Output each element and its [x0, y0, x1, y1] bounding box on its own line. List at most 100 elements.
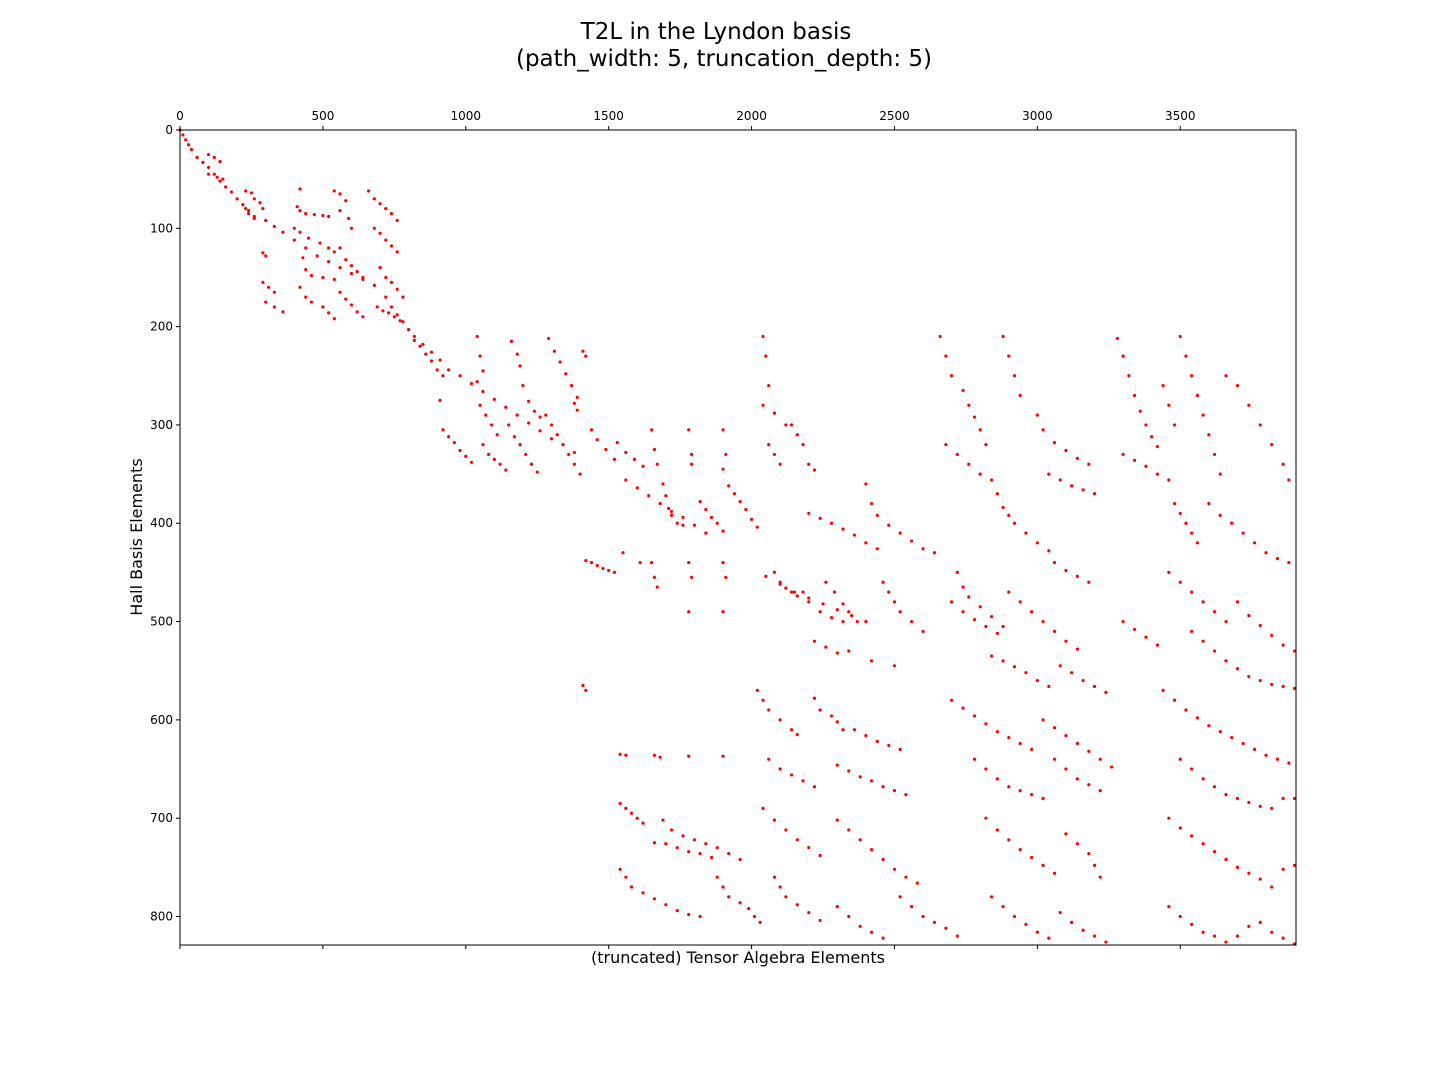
data-point [984, 442, 988, 447]
data-point [252, 197, 256, 201]
data-point [1275, 557, 1280, 561]
data-point [950, 600, 954, 604]
data-point [327, 311, 331, 315]
data-point [910, 539, 914, 543]
data-point [264, 218, 268, 223]
data-point [309, 273, 314, 278]
data-point [841, 619, 845, 624]
data-point [1047, 936, 1051, 940]
data-point [264, 300, 268, 304]
data-point [1258, 877, 1262, 881]
data-point [595, 563, 599, 568]
data-point [1121, 452, 1125, 457]
data-point [1207, 501, 1211, 506]
data-point [495, 433, 499, 437]
data-point [904, 875, 908, 879]
data-point [321, 213, 325, 218]
data-point [535, 470, 539, 474]
data-point [529, 462, 534, 466]
data-point [784, 895, 788, 899]
data-point [887, 590, 891, 594]
data-point [784, 423, 788, 427]
y-tick-label: 700 [150, 811, 173, 825]
data-point [246, 209, 251, 213]
data-point [1167, 403, 1171, 407]
data-point [589, 560, 594, 565]
data-point [298, 285, 302, 289]
data-point [344, 297, 348, 301]
data-point [778, 885, 782, 889]
data-point [1030, 855, 1034, 860]
data-point [621, 551, 625, 555]
y-tick-label: 600 [150, 713, 173, 727]
data-point [1190, 922, 1194, 926]
data-point [789, 423, 794, 427]
data-point [761, 334, 765, 339]
data-point [835, 818, 839, 822]
data-point [641, 891, 645, 895]
data-point [1070, 484, 1074, 488]
data-point [910, 905, 914, 909]
data-point [498, 462, 502, 466]
data-point [447, 368, 451, 372]
data-point [870, 930, 874, 934]
data-point [835, 720, 839, 724]
data-point [1030, 747, 1034, 751]
data-point [1035, 930, 1039, 934]
data-point [967, 462, 971, 466]
data-point [1052, 629, 1057, 633]
data-point [492, 457, 496, 461]
data-point [875, 513, 879, 517]
data-point [527, 421, 531, 425]
data-point [1012, 374, 1017, 378]
data-point [612, 570, 616, 575]
data-point [1258, 623, 1262, 628]
data-point [932, 920, 937, 924]
data-point [778, 462, 782, 466]
data-point [995, 492, 999, 496]
data-point [1155, 444, 1159, 449]
data-point [764, 354, 768, 358]
data-point [481, 369, 485, 373]
data-point [1058, 478, 1062, 482]
data-point [1201, 413, 1205, 417]
data-point [378, 231, 382, 235]
data-point [221, 177, 225, 181]
data-point [1115, 336, 1119, 341]
data-point [292, 226, 296, 230]
data-point [447, 435, 451, 439]
data-point [1001, 624, 1005, 629]
data-point [892, 664, 897, 668]
data-point [1247, 675, 1251, 679]
data-point [1047, 549, 1051, 553]
data-point [870, 848, 874, 852]
data-point [272, 224, 276, 228]
data-point [1121, 619, 1125, 624]
data-point [1184, 708, 1188, 712]
data-point [858, 775, 862, 779]
data-point [807, 462, 811, 466]
data-point [829, 521, 834, 525]
data-point [552, 349, 556, 353]
data-point [484, 413, 488, 417]
data-point [332, 277, 336, 282]
data-point [304, 246, 308, 250]
data-point [1258, 678, 1262, 683]
data-point [818, 853, 822, 858]
data-point [721, 754, 725, 758]
data-point [604, 447, 608, 452]
data-point [327, 246, 331, 250]
data-point [892, 600, 897, 604]
data-point [738, 857, 742, 862]
y-tick-label: 200 [150, 320, 173, 334]
data-point [349, 271, 354, 276]
data-point [892, 867, 897, 871]
data-point [847, 914, 851, 919]
data-point [1201, 600, 1205, 604]
data-point [624, 753, 628, 757]
data-point [589, 428, 594, 432]
data-point [1270, 885, 1274, 889]
data-point [1058, 664, 1062, 668]
data-point [747, 907, 751, 911]
data-point [418, 344, 422, 348]
